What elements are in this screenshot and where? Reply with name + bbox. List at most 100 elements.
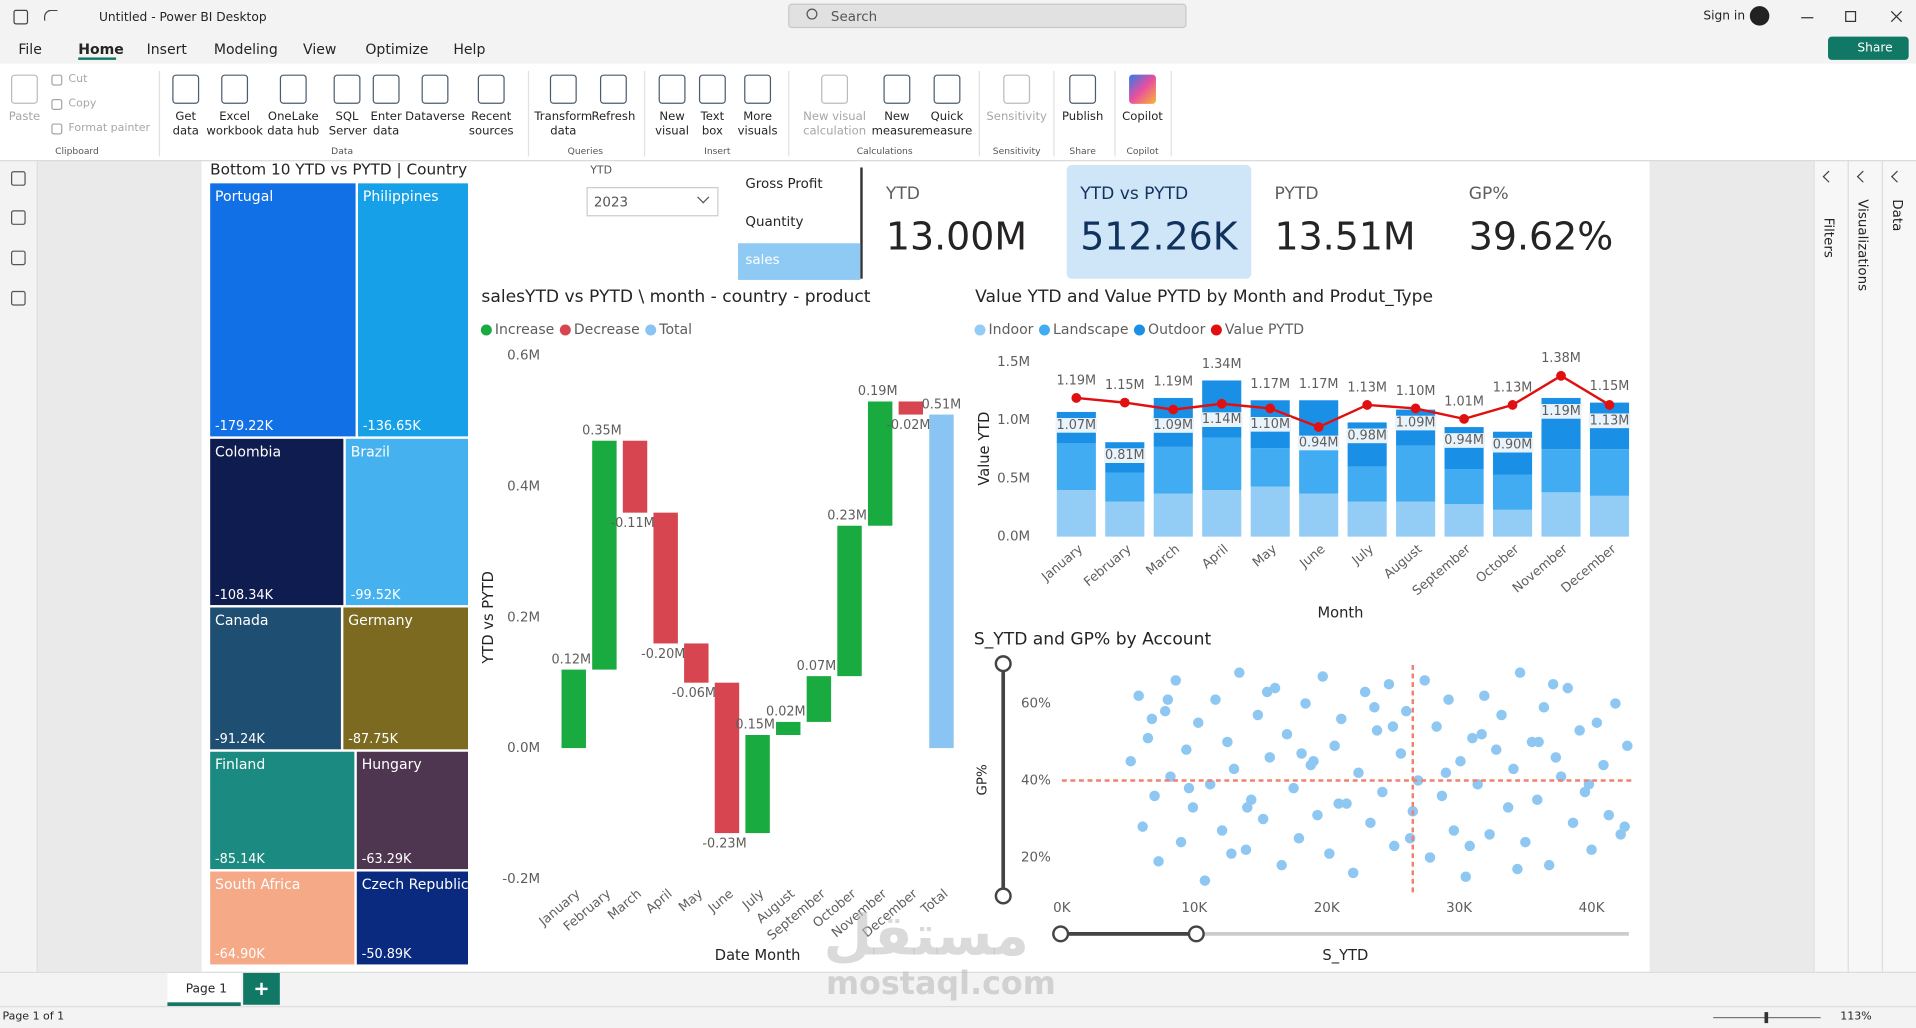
- scatter-point[interactable]: [1324, 848, 1335, 859]
- search-box[interactable]: [788, 3, 1187, 29]
- line-point[interactable]: [1604, 400, 1615, 410]
- scatter-point[interactable]: [1547, 678, 1559, 690]
- scatter-point[interactable]: [1538, 702, 1550, 713]
- ribbon-button[interactable]: OneLake data hub: [267, 110, 320, 139]
- column-segment[interactable]: [1444, 469, 1484, 504]
- scatter-point[interactable]: [1598, 759, 1609, 771]
- scatter-point[interactable]: [1347, 867, 1359, 879]
- scatter-point[interactable]: [1369, 702, 1380, 713]
- minimize[interactable]: [1801, 17, 1814, 19]
- scatter-point[interactable]: [1329, 740, 1340, 752]
- column-segment[interactable]: [1541, 492, 1581, 537]
- ribbon-button[interactable]: Publish: [1061, 110, 1104, 124]
- ribbon-button[interactable]: Get data: [172, 110, 199, 139]
- waterfall-bar[interactable]: [929, 414, 954, 749]
- scatter-point[interactable]: [1222, 736, 1233, 748]
- scatter-point[interactable]: [1125, 755, 1136, 767]
- waterfall-bar[interactable]: [592, 440, 617, 670]
- scatter-point[interactable]: [1257, 813, 1269, 825]
- waterfall-bar[interactable]: [714, 682, 740, 834]
- ribbon-button[interactable]: Copilot: [1122, 110, 1163, 124]
- ribbon-button[interactable]: Copy: [68, 97, 97, 111]
- line-point[interactable]: [1410, 403, 1421, 414]
- scatter-point[interactable]: [1204, 779, 1216, 790]
- line-point[interactable]: [1216, 398, 1227, 409]
- slider-handle[interactable]: [1187, 925, 1205, 943]
- view-icon[interactable]: [10, 210, 26, 225]
- scatter-point[interactable]: [1412, 775, 1424, 786]
- view-icon[interactable]: [10, 250, 26, 266]
- scatter-point[interactable]: [1460, 871, 1472, 882]
- scatter-point[interactable]: [1269, 682, 1281, 694]
- ribbon-button[interactable]: Text box: [700, 110, 725, 139]
- scatter-point[interactable]: [1234, 667, 1245, 678]
- page-tab[interactable]: [167, 972, 241, 1006]
- scatter-point[interactable]: [1261, 686, 1273, 698]
- scatter-point[interactable]: [1365, 817, 1376, 829]
- waterfall-bar[interactable]: [745, 734, 770, 834]
- scatter-point[interactable]: [1508, 763, 1519, 775]
- view-icon[interactable]: [10, 171, 26, 186]
- column-segment[interactable]: [1493, 474, 1533, 510]
- scatter-point[interactable]: [1333, 798, 1344, 809]
- scatter-point[interactable]: [1162, 694, 1174, 705]
- sign-in[interactable]: Sign in: [1703, 9, 1746, 24]
- scatter-point[interactable]: [1383, 678, 1395, 690]
- scatter-point[interactable]: [1443, 694, 1454, 705]
- line-point[interactable]: [1459, 414, 1469, 424]
- scatter-point[interactable]: [1550, 752, 1562, 763]
- column-segment[interactable]: [1202, 489, 1242, 537]
- ribbon-button[interactable]: New measure: [871, 110, 923, 139]
- line-point[interactable]: [1556, 370, 1566, 381]
- ribbon-button[interactable]: More visuals: [737, 110, 778, 139]
- scatter-point[interactable]: [1199, 875, 1211, 886]
- visualizations-pane-label[interactable]: Visualizations: [1854, 199, 1871, 292]
- undo-icon[interactable]: [43, 9, 58, 21]
- column-segment[interactable]: [1347, 501, 1387, 537]
- column-segment[interactable]: [1299, 493, 1339, 537]
- scatter-point[interactable]: [1574, 725, 1585, 736]
- column-segment[interactable]: [1541, 449, 1581, 493]
- scatter-point[interactable]: [1371, 725, 1383, 736]
- ribbon-button[interactable]: SQL Server: [328, 110, 367, 139]
- menu-item[interactable]: Insert: [146, 40, 187, 58]
- menu-item[interactable]: Help: [453, 40, 486, 58]
- scatter-point[interactable]: [1336, 713, 1347, 725]
- ribbon-button[interactable]: Dataverse: [405, 110, 465, 124]
- scatter-point[interactable]: [1586, 844, 1597, 856]
- ribbon-button[interactable]: Paste: [8, 110, 41, 124]
- scatter-point[interactable]: [1520, 836, 1531, 848]
- slider-handle[interactable]: [994, 887, 1012, 905]
- treemap-tile[interactable]: [210, 871, 355, 965]
- column-segment[interactable]: [1396, 501, 1436, 537]
- line-point[interactable]: [1071, 393, 1082, 403]
- menu-item[interactable]: Optimize: [365, 40, 429, 58]
- scatter-point[interactable]: [1622, 740, 1633, 752]
- scatter-point[interactable]: [1496, 709, 1507, 721]
- ribbon-button[interactable]: New visual calculation: [803, 110, 867, 139]
- ribbon-button[interactable]: Cut: [68, 73, 88, 86]
- scatter-point[interactable]: [1146, 713, 1158, 725]
- scatter-point[interactable]: [1431, 721, 1442, 732]
- scatter-point[interactable]: [1181, 744, 1192, 755]
- scatter-point[interactable]: [1419, 675, 1430, 686]
- filters-pane-label[interactable]: Filters: [1820, 217, 1837, 258]
- scatter-point[interactable]: [1276, 859, 1287, 871]
- menu-item[interactable]: View: [303, 40, 337, 58]
- scatter-point[interactable]: [1395, 748, 1407, 759]
- scatter-point[interactable]: [1583, 779, 1595, 790]
- scatter-point[interactable]: [1591, 717, 1603, 728]
- scatter-point[interactable]: [1293, 832, 1305, 844]
- column-segment[interactable]: [1444, 503, 1484, 537]
- measure-button[interactable]: Quantity: [745, 213, 804, 230]
- menu-item[interactable]: Modeling: [213, 40, 278, 58]
- column-segment[interactable]: [1105, 472, 1145, 502]
- column-segment[interactable]: [1250, 486, 1290, 537]
- data-pane-label[interactable]: Data: [1889, 199, 1906, 232]
- treemap-tile[interactable]: [210, 183, 356, 437]
- treemap-tile[interactable]: [210, 751, 355, 870]
- menu-item[interactable]: Home: [78, 40, 124, 58]
- measure-button-selected[interactable]: [738, 243, 861, 280]
- scatter-point[interactable]: [1387, 721, 1399, 732]
- scatter-point[interactable]: [1187, 802, 1199, 813]
